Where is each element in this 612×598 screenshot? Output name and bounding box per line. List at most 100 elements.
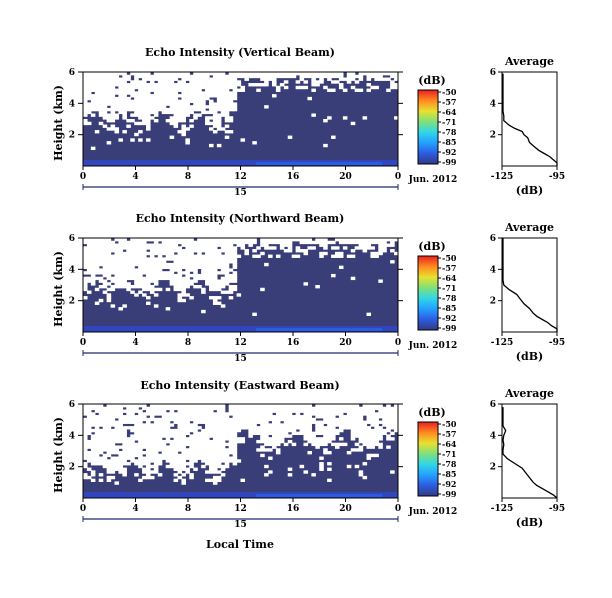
no-echo-cell: [114, 451, 120, 455]
no-echo-cell: [126, 265, 131, 270]
no-echo-cell: [86, 426, 92, 430]
no-echo-cell: [102, 246, 108, 250]
no-echo-cell: [90, 459, 96, 463]
no-echo-cell: [209, 423, 214, 427]
no-echo-cell: [256, 431, 261, 436]
no-echo-cell: [122, 80, 127, 84]
no-echo-cell: [94, 240, 100, 245]
no-echo-cell: [177, 249, 183, 253]
no-echo-cell: [366, 88, 372, 92]
no-echo-cell: [283, 74, 289, 79]
no-echo-cell: [86, 453, 92, 458]
no-echo-cell: [220, 428, 226, 433]
no-echo-cell: [130, 119, 135, 123]
no-echo-cell: [173, 99, 179, 104]
no-echo-cell: [114, 409, 120, 413]
no-echo-cell: [165, 445, 171, 449]
no-echo-cell: [181, 298, 186, 303]
no-echo-cell: [181, 249, 186, 253]
no-echo-cell: [149, 107, 155, 112]
no-echo-cell: [205, 243, 210, 247]
no-echo-cell: [236, 437, 242, 441]
no-echo-cell: [212, 124, 218, 128]
no-echo-cell: [220, 72, 226, 76]
no-echo-cell: [224, 85, 230, 90]
no-echo-cell: [83, 473, 88, 477]
no-echo-cell: [342, 77, 348, 81]
no-echo-cell: [248, 406, 253, 411]
no-echo-cell: [319, 251, 324, 256]
no-echo-cell: [232, 406, 238, 411]
no-echo-cell: [86, 442, 92, 447]
no-echo-cell: [382, 249, 387, 253]
no-echo-cell: [173, 448, 179, 452]
no-echo-cell: [110, 246, 116, 250]
no-echo-cell: [232, 83, 238, 87]
no-echo-cell: [382, 72, 387, 76]
no-echo-cell: [220, 415, 226, 419]
no-echo-cell: [114, 437, 120, 441]
no-echo-cell: [118, 138, 123, 142]
no-echo-cell: [315, 439, 320, 444]
no-echo-cell: [315, 72, 320, 76]
no-echo-cell: [209, 442, 214, 447]
no-echo-cell: [370, 251, 375, 256]
no-echo-cell: [315, 406, 320, 411]
no-echo-cell: [212, 130, 218, 134]
no-echo-cell: [185, 273, 190, 278]
no-echo-cell: [370, 428, 375, 433]
no-echo-cell: [114, 426, 120, 430]
no-echo-cell: [394, 238, 399, 242]
x-tick-label: 0: [80, 504, 86, 514]
colorbar-tick-label: -85: [442, 469, 456, 479]
no-echo-cell: [98, 268, 104, 272]
no-echo-cell: [209, 99, 214, 104]
no-echo-cell: [149, 276, 155, 281]
no-echo-cell: [209, 260, 214, 264]
no-echo-cell: [350, 406, 356, 411]
no-echo-cell: [83, 113, 88, 117]
no-echo-cell: [173, 238, 179, 242]
no-echo-cell: [370, 417, 375, 422]
no-echo-cell: [146, 107, 151, 112]
no-echo-cell: [224, 464, 230, 469]
no-echo-cell: [212, 434, 218, 438]
no-echo-cell: [366, 246, 372, 250]
no-echo-cell: [138, 464, 143, 469]
no-echo-cell: [327, 412, 332, 416]
no-echo-cell: [130, 428, 135, 433]
no-echo-cell: [134, 107, 139, 112]
no-echo-cell: [185, 279, 190, 283]
no-echo-cell: [138, 246, 143, 250]
no-echo-cell: [335, 404, 340, 408]
no-echo-cell: [138, 409, 143, 413]
no-echo-cell: [189, 246, 194, 250]
no-echo-cell: [146, 72, 151, 76]
no-echo-cell: [256, 428, 261, 433]
no-echo-cell: [86, 260, 92, 264]
no-echo-cell: [279, 240, 285, 245]
no-echo-cell: [216, 445, 222, 449]
no-echo-cell: [212, 481, 218, 485]
no-echo-cell: [338, 409, 344, 413]
no-echo-cell: [232, 456, 238, 460]
no-echo-cell: [114, 268, 120, 272]
no-echo-cell: [181, 77, 186, 81]
no-echo-cell: [114, 102, 120, 106]
no-echo-cell: [102, 262, 108, 267]
no-echo-cell: [90, 420, 96, 424]
no-echo-cell: [90, 437, 96, 441]
no-echo-cell: [295, 412, 301, 416]
no-echo-cell: [256, 409, 261, 413]
no-echo-cell: [134, 473, 139, 477]
no-echo-cell: [295, 249, 301, 253]
no-echo-cell: [86, 96, 92, 101]
no-echo-cell: [193, 85, 198, 90]
no-echo-cell: [86, 102, 92, 106]
no-echo-cell: [102, 91, 108, 95]
panel-northward-beam: Echo Intensity (Northward Beam) Height (…: [52, 212, 565, 364]
no-echo-cell: [134, 279, 139, 283]
no-echo-cell: [161, 445, 167, 449]
no-echo-cell: [126, 409, 131, 413]
no-echo-cell: [366, 428, 372, 433]
